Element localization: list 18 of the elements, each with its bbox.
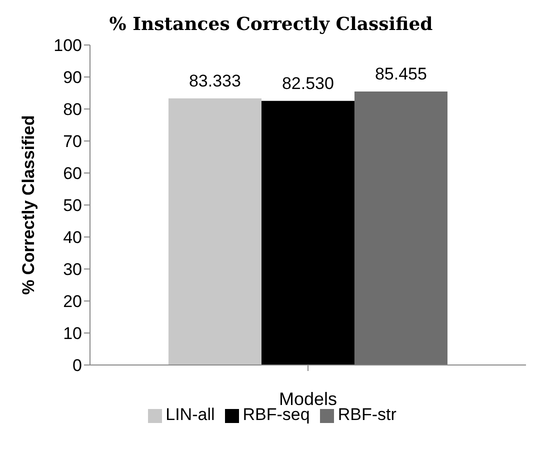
y-tick-label: 80 [63,100,82,120]
y-axis-title: % Correctly Classified [19,115,38,295]
y-tick-label: 40 [63,228,82,248]
y-tick-label: 70 [63,132,82,152]
legend-label: LIN-all [166,405,215,424]
y-tick-label: 10 [63,324,82,344]
y-tick-label: 20 [63,292,82,312]
data-label: 82.530 [282,74,334,93]
y-tick-label: 50 [63,196,82,216]
chart-title: % Instances Correctly Classified [108,14,434,35]
y-tick-label: 60 [63,164,82,184]
legend-label: RBF-str [338,405,396,424]
data-label: 83.333 [188,71,241,90]
y-tick-label: 0 [72,356,82,376]
y-tick-label: 90 [63,68,82,88]
y-tick-label: 100 [54,36,82,56]
y-tick-label: 30 [63,260,82,280]
data-label: 85.455 [374,64,427,84]
